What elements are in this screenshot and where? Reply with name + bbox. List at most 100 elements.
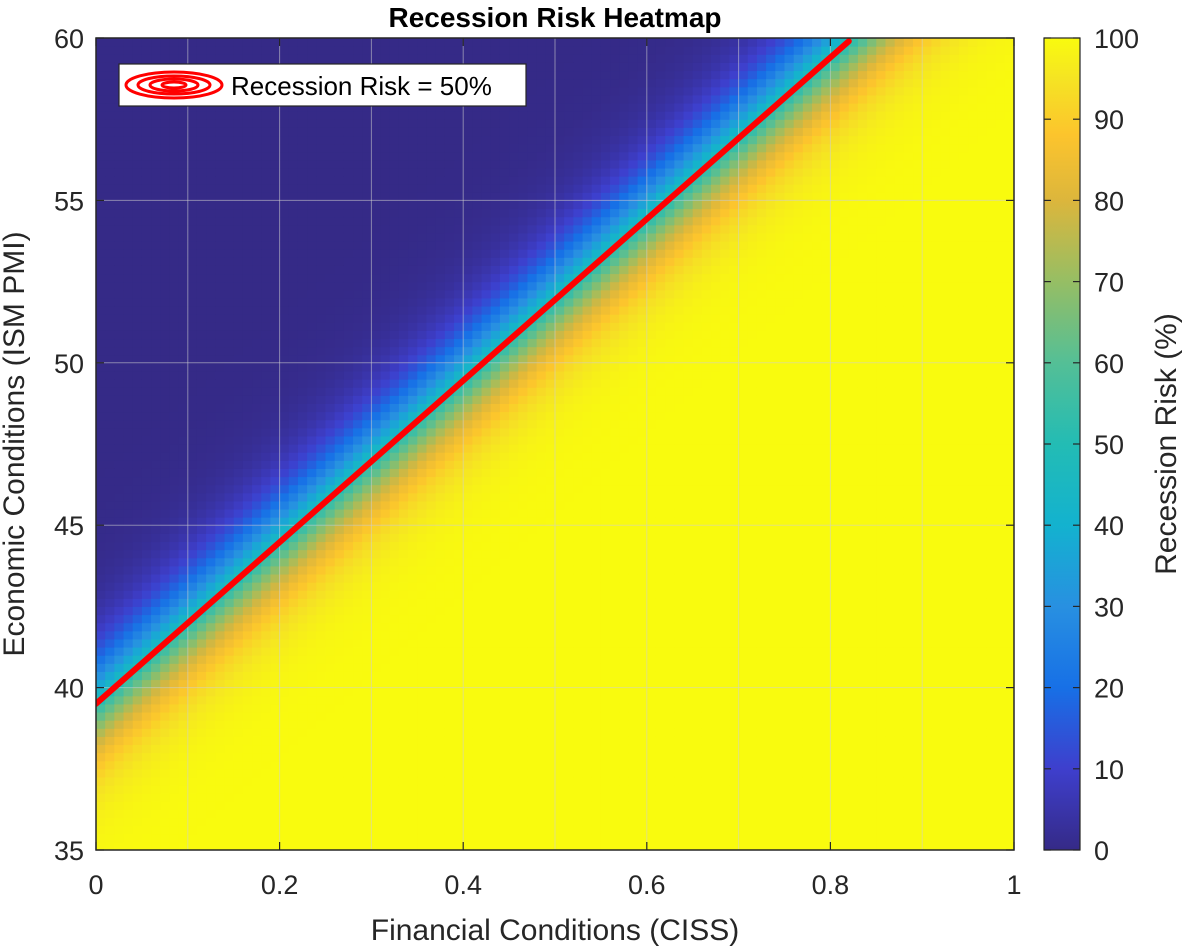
heatmap-cell bbox=[334, 184, 345, 193]
heatmap-cell bbox=[151, 184, 161, 193]
heatmap-cell bbox=[215, 793, 226, 802]
heatmap-cell bbox=[389, 346, 400, 356]
heatmap-cell bbox=[307, 492, 317, 502]
heatmap-cell bbox=[343, 346, 354, 356]
heatmap-cell bbox=[178, 159, 189, 169]
heatmap-cell bbox=[114, 785, 125, 794]
heatmap-cell bbox=[454, 119, 464, 128]
heatmap-cell bbox=[187, 622, 198, 632]
heatmap-cell bbox=[224, 452, 235, 461]
heatmap-cell bbox=[325, 305, 336, 315]
heatmap-cell bbox=[454, 841, 464, 850]
heatmap-cell bbox=[472, 387, 483, 396]
heatmap-cell bbox=[454, 330, 464, 340]
heatmap-cell bbox=[252, 525, 262, 534]
heatmap-cell bbox=[141, 208, 152, 218]
heatmap-cell bbox=[435, 768, 446, 778]
heatmap-cell bbox=[316, 338, 327, 348]
heatmap-cell bbox=[472, 216, 483, 226]
heatmap-cell bbox=[380, 419, 391, 429]
heatmap-cell bbox=[490, 460, 501, 469]
heatmap-cell bbox=[169, 460, 180, 469]
heatmap-cell bbox=[380, 119, 391, 128]
heatmap-cell bbox=[288, 379, 299, 388]
heatmap-cell bbox=[334, 638, 345, 648]
heatmap-cell bbox=[141, 379, 152, 388]
heatmap-cell bbox=[316, 833, 327, 843]
heatmap-cell bbox=[536, 720, 547, 729]
heatmap-cell bbox=[316, 776, 327, 786]
heatmap-cell bbox=[325, 500, 336, 510]
heatmap-cell bbox=[96, 825, 106, 835]
heatmap-cell bbox=[233, 354, 244, 364]
heatmap-cell bbox=[380, 647, 391, 656]
heatmap-cell bbox=[233, 362, 244, 372]
heatmap-cell bbox=[463, 768, 473, 778]
heatmap-cell bbox=[371, 379, 382, 388]
heatmap-cell bbox=[297, 573, 308, 583]
heatmap-cell bbox=[334, 468, 345, 478]
heatmap-cell bbox=[545, 720, 556, 729]
heatmap-cell bbox=[454, 468, 464, 478]
heatmap-cell bbox=[123, 590, 134, 599]
heatmap-cell bbox=[481, 655, 492, 664]
heatmap-cell bbox=[261, 582, 272, 591]
heatmap-cell bbox=[435, 468, 446, 478]
heatmap-cell bbox=[509, 541, 519, 551]
heatmap-cell bbox=[132, 281, 143, 291]
heatmap-cell bbox=[252, 460, 262, 469]
heatmap-cell bbox=[160, 573, 171, 583]
heatmap-cell bbox=[435, 102, 446, 112]
heatmap-cell bbox=[297, 403, 308, 413]
heatmap-cell bbox=[233, 768, 244, 778]
heatmap-cell bbox=[114, 305, 125, 315]
heatmap-cell bbox=[151, 785, 161, 794]
heatmap-cell bbox=[362, 711, 372, 721]
heatmap-cell bbox=[362, 111, 372, 120]
heatmap-cell bbox=[499, 549, 510, 559]
heatmap-cell bbox=[408, 655, 418, 664]
heatmap-cell bbox=[380, 728, 391, 737]
heatmap-cell bbox=[307, 744, 317, 754]
heatmap-cell bbox=[96, 622, 106, 632]
heatmap-cell bbox=[481, 143, 492, 153]
heatmap-cell bbox=[215, 825, 226, 835]
heatmap-cell bbox=[490, 102, 501, 112]
heatmap-cell bbox=[123, 841, 134, 850]
heatmap-cell bbox=[261, 257, 272, 266]
heatmap-cell bbox=[132, 744, 143, 754]
heatmap-cell bbox=[114, 224, 125, 234]
heatmap-cell bbox=[481, 289, 492, 299]
heatmap-cell bbox=[362, 638, 372, 648]
heatmap-cell bbox=[105, 647, 115, 656]
heatmap-cell bbox=[316, 362, 327, 372]
heatmap-cell bbox=[316, 127, 327, 137]
heatmap-cell bbox=[380, 785, 391, 794]
heatmap-cell bbox=[252, 671, 262, 681]
heatmap-cell bbox=[206, 379, 216, 388]
heatmap-cell bbox=[169, 728, 180, 737]
heatmap-cell bbox=[343, 809, 354, 819]
heatmap-cell bbox=[398, 785, 409, 794]
heatmap-cell bbox=[206, 354, 216, 364]
heatmap-cell bbox=[463, 598, 473, 607]
heatmap-cell bbox=[334, 606, 345, 616]
heatmap-cell bbox=[206, 484, 216, 494]
heatmap-cell bbox=[536, 111, 547, 120]
heatmap-cell bbox=[151, 492, 161, 502]
heatmap-cell bbox=[270, 614, 281, 624]
heatmap-cell bbox=[490, 533, 501, 543]
heatmap-cell bbox=[499, 330, 510, 340]
heatmap-cell bbox=[426, 630, 437, 640]
heatmap-cell bbox=[169, 638, 180, 648]
heatmap-cell bbox=[435, 151, 446, 161]
heatmap-cell bbox=[518, 338, 529, 348]
heatmap-cell bbox=[472, 297, 483, 307]
heatmap-cell bbox=[270, 736, 281, 746]
heatmap-cell bbox=[444, 289, 455, 299]
heatmap-cell bbox=[527, 135, 538, 145]
heatmap-cell bbox=[270, 703, 281, 713]
heatmap-cell bbox=[215, 638, 226, 648]
heatmap-cell bbox=[261, 533, 272, 543]
heatmap-cell bbox=[463, 655, 473, 664]
